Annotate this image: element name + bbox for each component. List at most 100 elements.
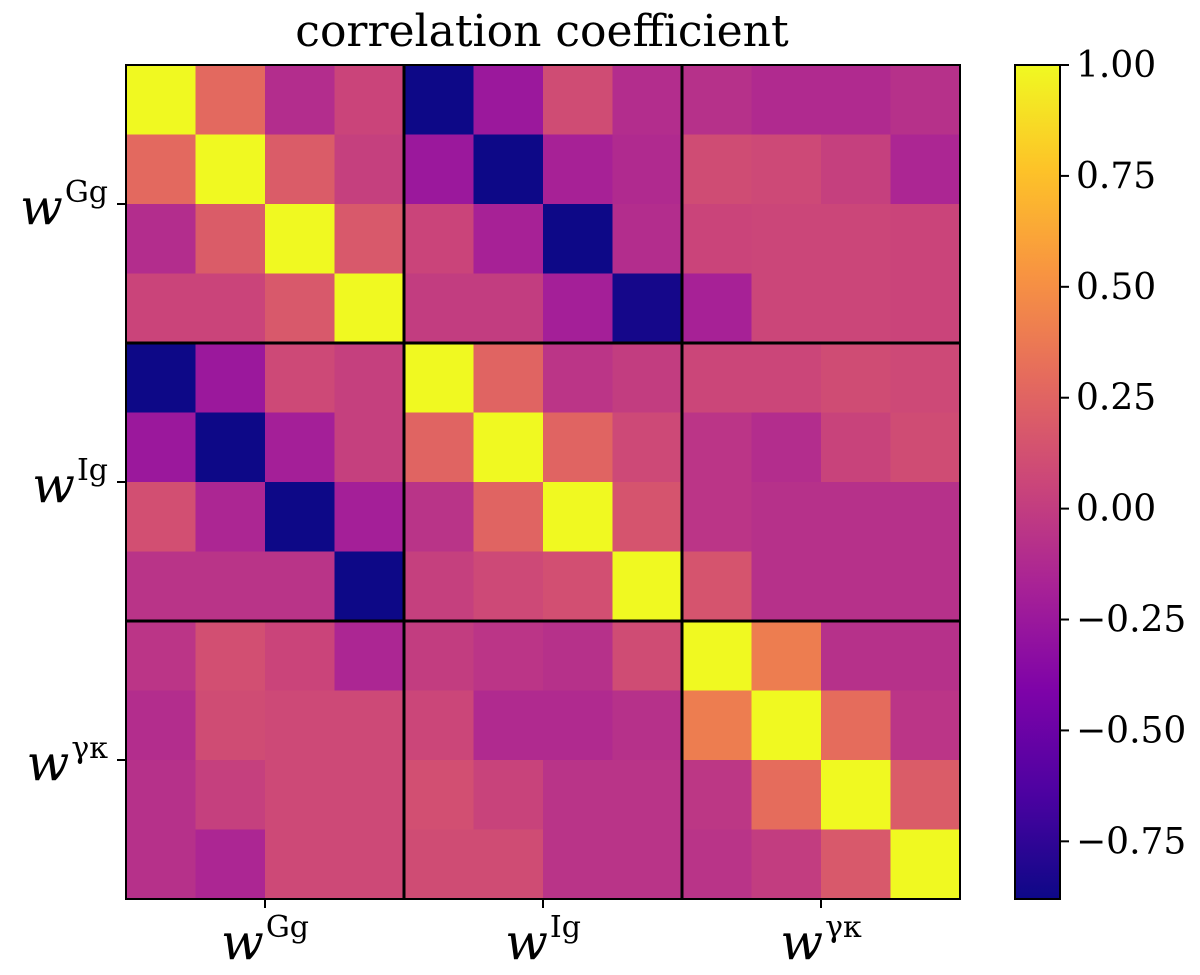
heatmap-cell bbox=[543, 65, 614, 136]
heatmap-cell bbox=[195, 621, 266, 692]
y-block-label: wGg bbox=[20, 175, 108, 236]
heatmap-cell bbox=[334, 551, 405, 622]
heatmap-cell bbox=[682, 482, 753, 553]
heatmap-cell bbox=[751, 412, 822, 483]
heatmap-cell bbox=[195, 343, 266, 414]
heatmap-cell bbox=[890, 204, 961, 275]
heatmap-cell bbox=[821, 412, 892, 483]
heatmap-cell bbox=[612, 621, 683, 692]
heatmap-cell bbox=[682, 829, 753, 900]
heatmap-cell bbox=[612, 412, 683, 483]
heatmap-cell bbox=[612, 273, 683, 344]
heatmap-cell bbox=[612, 65, 683, 136]
heatmap-cell bbox=[265, 343, 336, 414]
heatmap-cell bbox=[543, 134, 614, 205]
heatmap-cell bbox=[334, 829, 405, 900]
heatmap-cell bbox=[612, 482, 683, 553]
heatmap-cell bbox=[682, 621, 753, 692]
heatmap-cell bbox=[473, 204, 544, 275]
heatmap-cell bbox=[126, 760, 197, 831]
heatmap-cell bbox=[751, 343, 822, 414]
heatmap-cell bbox=[751, 65, 822, 136]
heatmap-cell bbox=[751, 760, 822, 831]
heatmap-cell bbox=[126, 551, 197, 622]
heatmap-cell bbox=[751, 621, 822, 692]
heatmap-cell bbox=[195, 760, 266, 831]
colorbar-tick-label: 0.75 bbox=[1076, 156, 1156, 197]
x-block-label: wIg bbox=[505, 910, 581, 971]
heatmap-cell bbox=[821, 134, 892, 205]
y-block-label: wγκ bbox=[27, 731, 109, 792]
heatmap-cell bbox=[682, 204, 753, 275]
heatmap-cell bbox=[404, 343, 475, 414]
heatmap-cell bbox=[265, 134, 336, 205]
heatmap-cell bbox=[612, 343, 683, 414]
heatmap-cell bbox=[404, 760, 475, 831]
heatmap-cell bbox=[265, 551, 336, 622]
heatmap-cell bbox=[890, 760, 961, 831]
colorbar-tick-label: 0.00 bbox=[1076, 489, 1156, 530]
heatmap-cell bbox=[473, 482, 544, 553]
heatmap-cell bbox=[265, 829, 336, 900]
heatmap-cell bbox=[890, 482, 961, 553]
heatmap-cell bbox=[612, 829, 683, 900]
heatmap-cell bbox=[751, 829, 822, 900]
heatmap-cell bbox=[195, 551, 266, 622]
heatmap-cell bbox=[126, 412, 197, 483]
heatmap-cell bbox=[126, 829, 197, 900]
heatmap-cell bbox=[473, 551, 544, 622]
heatmap-cell bbox=[334, 343, 405, 414]
heatmap-cell bbox=[543, 621, 614, 692]
heatmap-cell bbox=[126, 343, 197, 414]
heatmap-cell bbox=[404, 412, 475, 483]
heatmap-cell bbox=[543, 343, 614, 414]
heatmap-cell bbox=[473, 690, 544, 761]
heatmap-cell bbox=[543, 273, 614, 344]
x-block-label: wγκ bbox=[780, 910, 862, 971]
heatmap-cell bbox=[404, 65, 475, 136]
heatmap-cell bbox=[751, 690, 822, 761]
colorbar-tick-label: 1.00 bbox=[1076, 45, 1156, 86]
heatmap-cell bbox=[751, 134, 822, 205]
heatmap-cell bbox=[404, 204, 475, 275]
heatmap-cell bbox=[612, 134, 683, 205]
heatmap-cell bbox=[890, 412, 961, 483]
heatmap-cell bbox=[195, 829, 266, 900]
heatmap-cell bbox=[473, 621, 544, 692]
heatmap-cell bbox=[334, 690, 405, 761]
heatmap-cell bbox=[195, 412, 266, 483]
heatmap-cell bbox=[334, 273, 405, 344]
heatmap-cell bbox=[821, 482, 892, 553]
heatmap-cell bbox=[195, 482, 266, 553]
axis-labels: wGg wGg wIg wIg wγκ wγκ bbox=[20, 175, 862, 971]
block-dividers bbox=[126, 65, 960, 899]
heatmap-cell bbox=[126, 134, 197, 205]
heatmap-cell bbox=[821, 760, 892, 831]
colorbar-tick-label: −0.25 bbox=[1076, 600, 1186, 641]
heatmap-cell bbox=[543, 829, 614, 900]
heatmap-cell bbox=[751, 551, 822, 622]
heatmap-cell bbox=[682, 343, 753, 414]
heatmap-cell bbox=[195, 65, 266, 136]
heatmap-cell bbox=[821, 343, 892, 414]
heatmap-cell bbox=[543, 690, 614, 761]
heatmap-cell bbox=[890, 621, 961, 692]
heatmap-cell bbox=[126, 273, 197, 344]
heatmap-cell bbox=[334, 204, 405, 275]
heatmap-cell bbox=[682, 551, 753, 622]
heatmap-cell bbox=[126, 690, 197, 761]
heatmap-cell bbox=[682, 134, 753, 205]
heatmap-cell bbox=[890, 551, 961, 622]
heatmap-cell bbox=[404, 690, 475, 761]
heatmap-cell bbox=[334, 760, 405, 831]
heatmap-cell bbox=[612, 760, 683, 831]
heatmap-cell bbox=[473, 343, 544, 414]
heatmap-cell bbox=[195, 204, 266, 275]
heatmap-cell bbox=[890, 134, 961, 205]
colorbar-ticks: 1.00 0.75 0.50 0.25 0.00 −0.25 −0.50 −0.75 bbox=[1060, 45, 1186, 862]
heatmap-cell bbox=[821, 273, 892, 344]
heatmap-cell bbox=[682, 690, 753, 761]
heatmap-cell bbox=[890, 273, 961, 344]
heatmap-cell bbox=[821, 65, 892, 136]
heatmap-cell bbox=[334, 134, 405, 205]
